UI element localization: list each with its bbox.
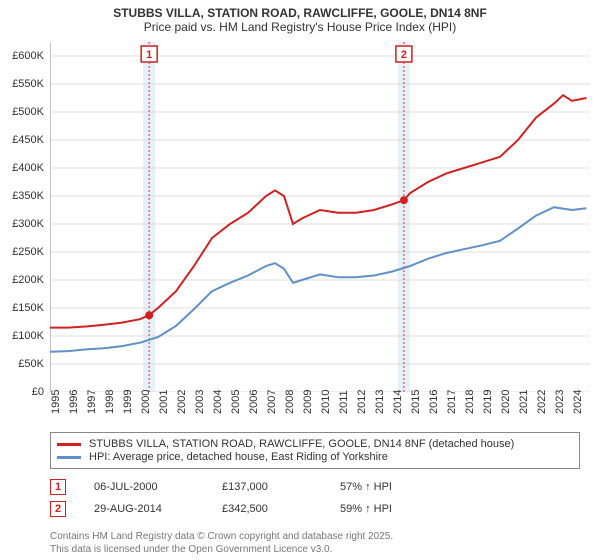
y-tick-label: £350K [12, 190, 44, 202]
chart-svg: 12 [50, 42, 590, 392]
x-tick-label: 2012 [356, 390, 368, 414]
legend: STUBBS VILLA, STATION ROAD, RAWCLIFFE, G… [50, 432, 580, 469]
x-tick-label: 2008 [284, 390, 296, 414]
x-tick-label: 2022 [536, 390, 548, 414]
x-tick-label: 2018 [464, 390, 476, 414]
title-line-2: Price paid vs. HM Land Registry's House … [10, 20, 590, 34]
y-tick-label: £50K [18, 358, 44, 370]
y-tick-label: £100K [12, 330, 44, 342]
x-axis-ticks: 1995199619971998199920002001200220032004… [50, 394, 590, 430]
x-tick-label: 2001 [158, 390, 170, 414]
sale-date-1: 06-JUL-2000 [94, 481, 194, 493]
x-tick-label: 2019 [482, 390, 494, 414]
sale-row-1: 1 06-JUL-2000 £137,000 57% ↑ HPI [50, 476, 580, 498]
x-tick-label: 2003 [194, 390, 206, 414]
sale-price-1: £137,000 [222, 481, 312, 493]
chart-area: 12 [50, 42, 590, 392]
y-axis-ticks: £0£50K£100K£150K£200K£250K£300K£350K£400… [0, 42, 48, 392]
x-tick-label: 2017 [446, 390, 458, 414]
footer-attribution: Contains HM Land Registry data © Crown c… [50, 531, 393, 556]
legend-swatch-price [57, 443, 81, 446]
x-tick-label: 2005 [230, 390, 242, 414]
sale-badge-1: 1 [50, 479, 66, 495]
x-tick-label: 1997 [86, 390, 98, 414]
y-tick-label: £250K [12, 246, 44, 258]
chart-title: STUBBS VILLA, STATION ROAD, RAWCLIFFE, G… [0, 0, 600, 36]
x-tick-label: 2014 [392, 390, 404, 414]
x-tick-label: 2013 [374, 390, 386, 414]
x-tick-label: 2010 [320, 390, 332, 414]
y-tick-label: £200K [12, 274, 44, 286]
legend-item-price: STUBBS VILLA, STATION ROAD, RAWCLIFFE, G… [57, 438, 573, 450]
sale-row-2: 2 29-AUG-2014 £342,500 59% ↑ HPI [50, 498, 580, 520]
y-tick-label: £450K [12, 134, 44, 146]
x-tick-label: 2002 [176, 390, 188, 414]
svg-text:2: 2 [401, 49, 407, 61]
y-tick-label: £150K [12, 302, 44, 314]
legend-label-hpi: HPI: Average price, detached house, East… [89, 451, 388, 463]
y-tick-label: £600K [12, 50, 44, 62]
sale-hpi-1: 57% ↑ HPI [340, 481, 430, 493]
sale-hpi-2: 59% ↑ HPI [340, 503, 430, 515]
x-tick-label: 2024 [572, 390, 584, 414]
sale-date-2: 29-AUG-2014 [94, 503, 194, 515]
x-tick-label: 2023 [554, 390, 566, 414]
x-tick-label: 2011 [338, 390, 350, 414]
title-line-1: STUBBS VILLA, STATION ROAD, RAWCLIFFE, G… [10, 6, 590, 20]
y-tick-label: £300K [12, 218, 44, 230]
sale-badge-2: 2 [50, 501, 66, 517]
x-tick-label: 2006 [248, 390, 260, 414]
legend-label-price: STUBBS VILLA, STATION ROAD, RAWCLIFFE, G… [89, 438, 514, 450]
y-tick-label: £0 [32, 386, 44, 398]
x-tick-label: 1996 [68, 390, 80, 414]
x-tick-label: 2000 [140, 390, 152, 414]
x-tick-label: 2020 [500, 390, 512, 414]
x-tick-label: 2004 [212, 390, 224, 414]
x-tick-label: 2021 [518, 390, 530, 414]
sales-table: 1 06-JUL-2000 £137,000 57% ↑ HPI 2 29-AU… [50, 476, 580, 520]
x-tick-label: 1998 [104, 390, 116, 414]
legend-item-hpi: HPI: Average price, detached house, East… [57, 451, 573, 463]
x-tick-label: 2007 [266, 390, 278, 414]
x-tick-label: 2009 [302, 390, 314, 414]
x-tick-label: 2016 [428, 390, 440, 414]
footer-line-1: Contains HM Land Registry data © Crown c… [50, 531, 393, 544]
y-tick-label: £550K [12, 78, 44, 90]
svg-text:1: 1 [146, 49, 152, 61]
x-tick-label: 2015 [410, 390, 422, 414]
footer-line-2: This data is licensed under the Open Gov… [50, 544, 393, 557]
legend-swatch-hpi [57, 456, 81, 459]
y-tick-label: £500K [12, 106, 44, 118]
x-tick-label: 1999 [122, 390, 134, 414]
sale-price-2: £342,500 [222, 503, 312, 515]
y-tick-label: £400K [12, 162, 44, 174]
x-tick-label: 1995 [50, 390, 62, 414]
